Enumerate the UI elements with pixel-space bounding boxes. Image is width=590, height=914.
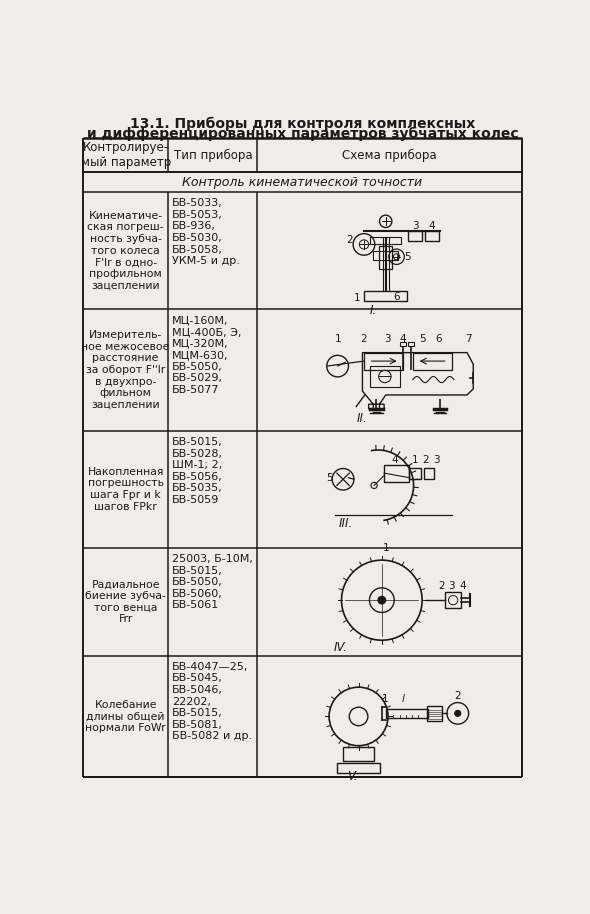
Text: БВ-4047—25,
БВ-5045,
БВ-5046,
22202,
БВ-5015,
БВ-5081,
БВ-5082 и др.: БВ-4047—25, БВ-5045, БВ-5046, 22202, БВ-… (172, 662, 253, 741)
Bar (370, 237, 401, 244)
Text: II.: II. (356, 411, 367, 425)
Text: 1: 1 (382, 695, 388, 705)
Text: 3: 3 (448, 581, 455, 591)
Text: 2: 2 (438, 581, 445, 591)
Text: 4: 4 (429, 221, 435, 231)
Text: IV.: IV. (334, 642, 348, 654)
Text: 13.1. Приборы для контроля комплексных: 13.1. Приборы для контроля комплексных (130, 117, 475, 131)
Text: БВ-5033,
БВ-5053,
БВ-936,
БВ-5030,
БВ-5058,
УКМ-5 и др.: БВ-5033, БВ-5053, БВ-936, БВ-5030, БВ-50… (172, 198, 240, 266)
Text: и дифференцированных параметров зубчатых колес: и дифференцированных параметров зубчатых… (87, 127, 518, 141)
Text: Радиальное
биение зубча-
того венца
Frr: Радиальное биение зубча- того венца Frr (85, 579, 166, 624)
Text: 1: 1 (412, 455, 418, 465)
Bar (425, 230, 439, 241)
Text: 4: 4 (399, 334, 406, 344)
Bar (386, 708, 428, 718)
Text: I.: I. (370, 304, 378, 317)
Bar (364, 291, 407, 302)
Text: Контролируе-
мый параметр: Контролируе- мый параметр (81, 141, 171, 169)
Bar (424, 468, 434, 479)
Text: Накопленная
погрешность
шага Fpr и k
шагов FPkr: Накопленная погрешность шага Fpr и k шаг… (87, 467, 164, 512)
Text: 3: 3 (412, 221, 418, 231)
Text: 4: 4 (392, 455, 398, 465)
Text: 5: 5 (326, 473, 332, 483)
Text: 3: 3 (384, 334, 391, 344)
Bar (343, 748, 374, 761)
Text: 1: 1 (354, 293, 361, 303)
Circle shape (455, 710, 461, 717)
Text: 1: 1 (382, 543, 389, 553)
Text: III.: III. (339, 517, 353, 530)
Bar (427, 706, 442, 721)
Text: 25003, Б-10М,
БВ-5015,
БВ-5050,
БВ-5060,
БВ-5061: 25003, Б-10М, БВ-5015, БВ-5050, БВ-5060,… (172, 554, 253, 611)
Text: Колебание
длины общей
нормали FoWr: Колебание длины общей нормали FoWr (86, 700, 166, 733)
Bar (408, 342, 414, 346)
Text: 6: 6 (394, 292, 400, 302)
Text: Тип прибора: Тип прибора (173, 149, 252, 162)
Text: 5: 5 (404, 251, 411, 261)
Bar (413, 353, 451, 369)
Text: 3: 3 (434, 455, 440, 465)
Circle shape (378, 596, 386, 604)
Text: 7: 7 (466, 334, 472, 344)
Text: 6: 6 (435, 334, 442, 344)
Text: 2: 2 (347, 235, 353, 245)
Text: 4: 4 (459, 581, 466, 591)
Bar (370, 366, 399, 388)
Bar (384, 464, 409, 482)
Bar (373, 250, 398, 260)
Text: БВ-5015,
БВ-5028,
ШМ-1; 2,
БВ-5056,
БВ-5035,
БВ-5059: БВ-5015, БВ-5028, ШМ-1; 2, БВ-5056, БВ-5… (172, 437, 223, 505)
Bar (445, 592, 461, 608)
Text: 5: 5 (419, 334, 426, 344)
Bar (379, 246, 392, 269)
Text: Измеритель-
ное межосевое
расстояние
за оборот F''lr
в двухпро-
фильном
зацеплен: Измеритель- ное межосевое расстояние за … (81, 330, 170, 409)
Bar (337, 763, 381, 772)
Text: 2: 2 (422, 455, 430, 465)
Text: 2: 2 (454, 691, 461, 701)
Text: МЦ-160М,
МЦ-400Б, Э,
МЦ-320М,
МЦМ-630,
БВ-5050,
БВ-5029,
БВ-5077: МЦ-160М, МЦ-400Б, Э, МЦ-320М, МЦМ-630, Б… (172, 315, 242, 395)
Bar (409, 468, 421, 479)
Text: 2: 2 (360, 334, 368, 344)
Bar (364, 353, 403, 369)
Text: l: l (402, 695, 405, 705)
Bar (399, 342, 406, 346)
Text: Схема прибора: Схема прибора (342, 149, 437, 162)
Text: V.: V. (347, 770, 358, 783)
Bar (408, 230, 422, 241)
Text: Кинематиче-
ская погреш-
ность зубча-
того колеса
F'lr в одно-
профильном
зацепл: Кинематиче- ская погреш- ность зубча- то… (87, 211, 164, 291)
Text: Контроль кинематической точности: Контроль кинематической точности (182, 175, 422, 188)
Text: 1: 1 (335, 334, 341, 344)
